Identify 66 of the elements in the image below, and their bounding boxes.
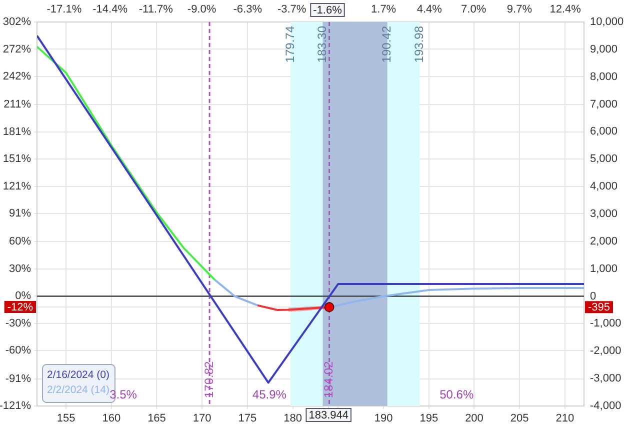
y2-tick-label: -1,000	[590, 318, 622, 330]
x2-tick-label: -9.0%	[187, 3, 216, 16]
x-tick-label: 160	[102, 412, 121, 425]
text: 2/2/2024 (14)	[47, 384, 110, 396]
y2-tick-label: 0	[590, 290, 596, 302]
x-tick-label: 210	[556, 412, 574, 425]
x2-tick-label: -11.7%	[138, 3, 174, 16]
y-tick-label: -30%	[5, 317, 32, 330]
x2-tick-label: -14.4%	[92, 3, 128, 16]
x2-tick-label: -17.1%	[46, 3, 82, 16]
x-tick-label: 195	[420, 412, 438, 425]
y2-tick-label: -4,000	[590, 400, 622, 412]
x2-tick-label: 4.4%	[416, 3, 442, 16]
y-tick-label: -60%	[5, 344, 32, 357]
annotation: 3.5%	[110, 387, 138, 402]
annotation: 193.98	[412, 26, 426, 63]
y-tick-label: 181%	[2, 126, 32, 138]
y-tick-label: 302%	[2, 16, 32, 28]
y2-tick-label: 3,000	[590, 208, 618, 220]
y2-tick-label: 7,000	[590, 98, 618, 110]
y-tick-label: 151%	[2, 153, 32, 166]
ref-line-label: 170.82	[202, 360, 216, 398]
y-tick-label: -121%	[0, 400, 32, 412]
x2-tick-label: 1.7%	[371, 3, 396, 16]
y-tick-label: 121%	[2, 180, 32, 192]
x-tick-label: 170	[192, 412, 212, 425]
y2-tick-label: -395	[588, 302, 610, 314]
y2-tick-label: 8,000	[590, 70, 618, 83]
y2-tick-label: 9,000	[590, 43, 618, 56]
x-tick-label: 155	[56, 412, 76, 425]
x-tick-label: 205	[510, 412, 529, 425]
y-tick-label: 242%	[2, 70, 32, 82]
annotation: 183.30	[315, 26, 330, 63]
y-tick-label: 30%	[8, 262, 32, 275]
y2-tick-label: 6,000	[590, 126, 618, 138]
annotation: 179.74	[282, 26, 297, 63]
annotation: 45.9%	[252, 387, 287, 402]
y2-tick-label: 4,000	[590, 180, 618, 193]
x2-tick-label: -6.3%	[233, 3, 262, 16]
y-tick-label: 0%	[15, 290, 32, 302]
y2-tick-label: 1,000	[590, 262, 618, 275]
x2-tick-label: -3.7%	[277, 3, 306, 16]
y-tick-label: 211%	[4, 98, 32, 111]
y2-tick-label: 10,000	[590, 16, 624, 28]
annotation: 50.6%	[440, 387, 474, 402]
y-tick-label: 91%	[8, 208, 32, 220]
annotation: 190.42	[380, 26, 394, 63]
y-tick-label: -12%	[7, 302, 34, 314]
x-tick-label: 165	[148, 412, 166, 425]
x2-tick-label: -1.6%	[313, 4, 342, 17]
y-tick-label: 60%	[8, 236, 32, 248]
y2-tick-label: -3,000	[590, 372, 622, 385]
x2-tick-label: 12.4%	[550, 3, 582, 16]
x2-tick-label: 9.7%	[506, 3, 532, 16]
x-tick-label: 180	[284, 412, 302, 425]
y2-tick-label: 2,000	[590, 235, 618, 248]
y2-tick-label: 5,000	[590, 153, 618, 166]
x2-tick-label: 7.0%	[461, 3, 486, 16]
y-tick-label: 272%	[2, 43, 32, 56]
x-tick-label: 183.944	[308, 410, 348, 422]
x-tick-label: 175	[238, 412, 257, 425]
x-tick-label: 200	[465, 412, 484, 425]
y2-tick-label: -2,000	[590, 345, 622, 358]
x-tick-label: 190	[374, 412, 393, 425]
y-tick-label: -91%	[5, 372, 32, 385]
text: 2/16/2024 (0)	[47, 368, 110, 381]
